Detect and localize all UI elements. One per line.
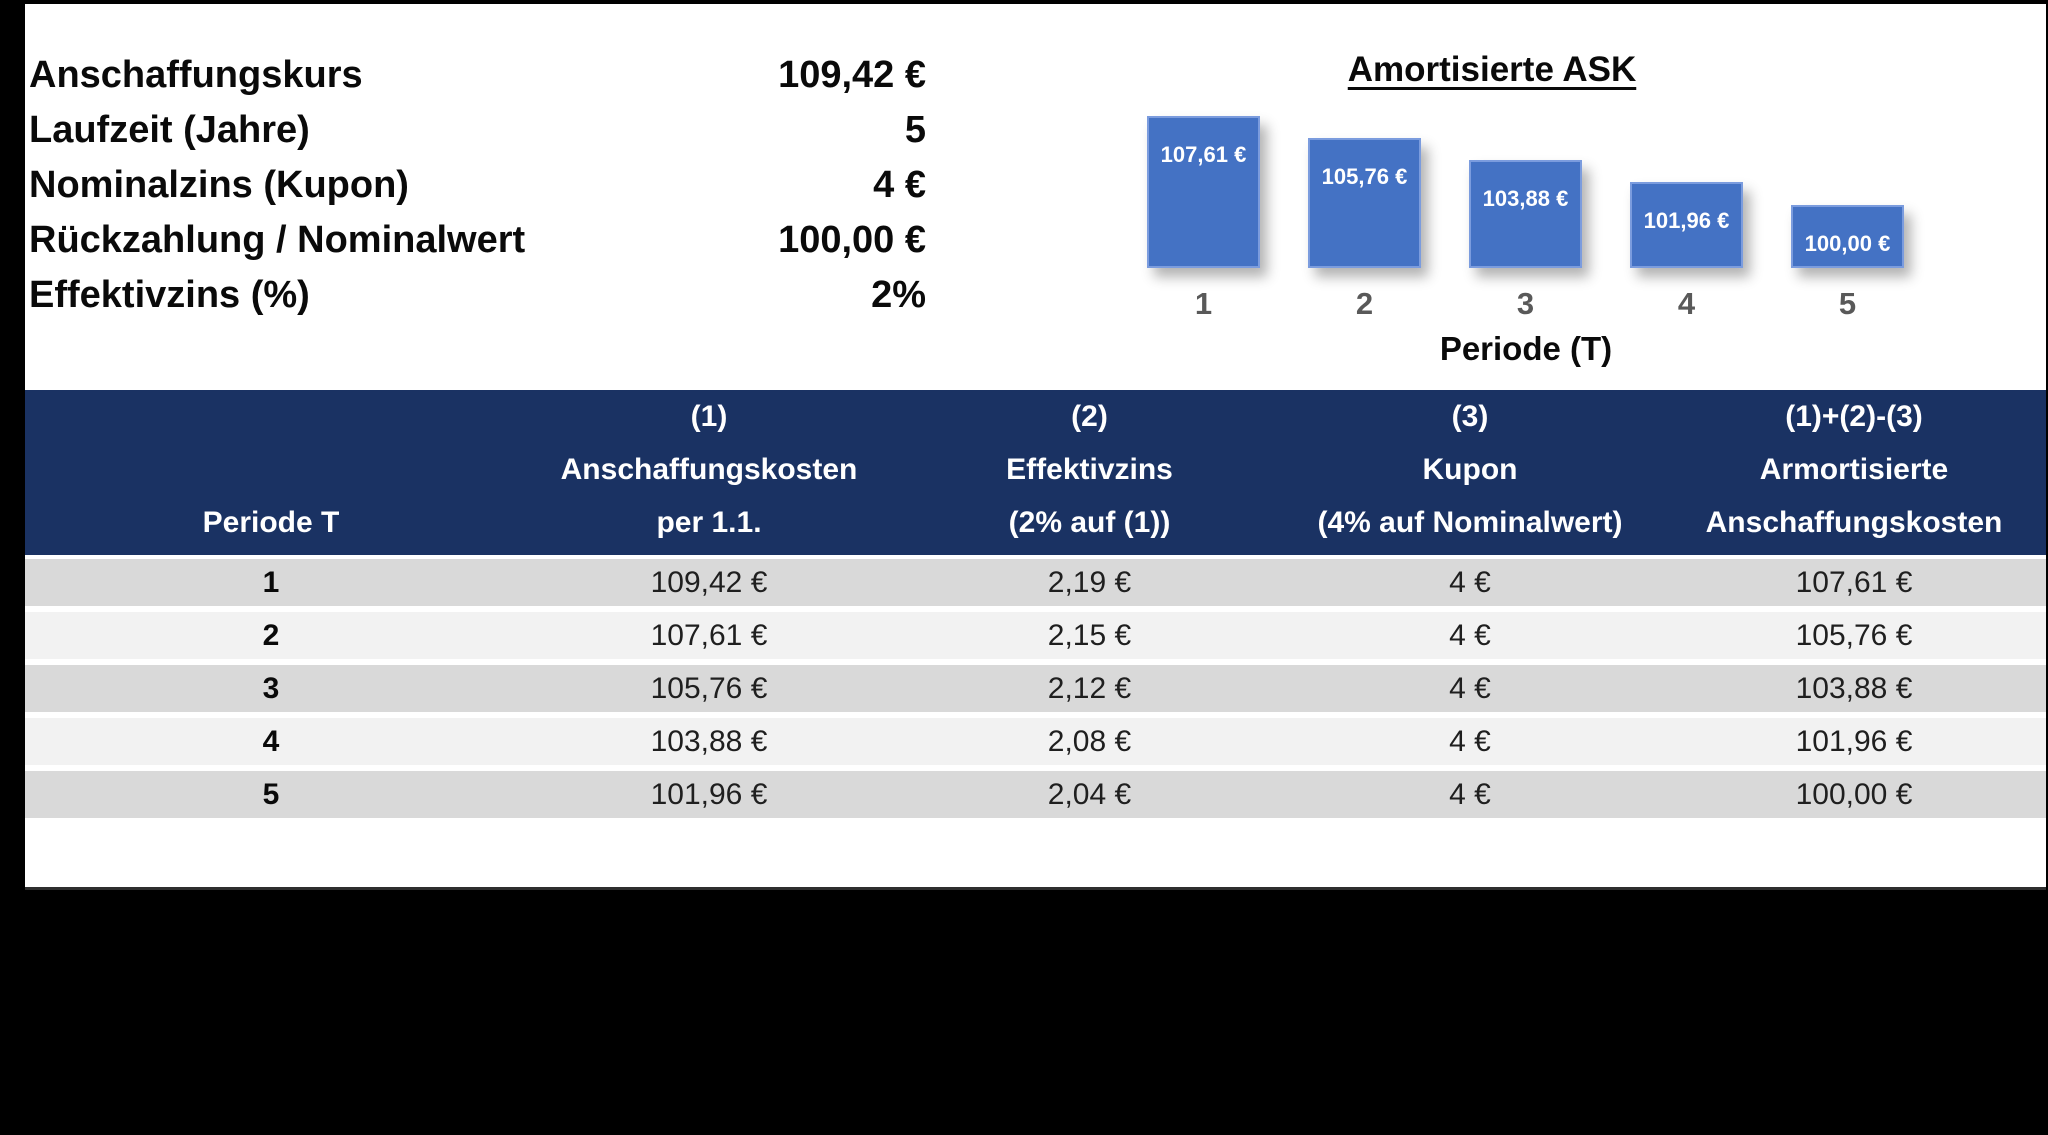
- cell-amortisiert: 107,61 €: [1795, 566, 1913, 599]
- param-row: Effektivzins (%) 2%: [29, 268, 926, 323]
- bar-data-label: 100,00 €: [1804, 231, 1891, 256]
- param-label: Effektivzins (%): [29, 274, 310, 316]
- table-row: 2 107,61 € 2,15 € 4 € 105,76 €: [25, 612, 2046, 659]
- x-tick-label: 1: [1194, 286, 1213, 321]
- chart-title: Amortisierte ASK: [1347, 50, 1637, 89]
- x-axis-ticks: 1 2 3 4 5: [1147, 286, 1905, 326]
- cell-effektivzins: 2,19 €: [1047, 566, 1132, 599]
- cell-period: 4: [262, 725, 280, 758]
- param-value: 5: [904, 109, 926, 151]
- amortization-table: Periode T (1) Anschaffungskosten per 1.1…: [25, 390, 2046, 824]
- param-row: Anschaffungskurs 109,42 €: [29, 48, 926, 103]
- cell-amortisiert: 100,00 €: [1795, 778, 1913, 811]
- param-label: Anschaffungskurs: [29, 54, 363, 96]
- cell-amortisiert: 105,76 €: [1795, 619, 1913, 652]
- x-tick-label: 3: [1516, 286, 1535, 321]
- cell-period: 3: [262, 672, 280, 705]
- table-header-row: Periode T (1) Anschaffungskosten per 1.1…: [25, 390, 2046, 555]
- cell-effektivzins: 2,15 €: [1047, 619, 1132, 652]
- param-value: 109,42 €: [778, 54, 926, 96]
- bar-period-4: 101,96 €: [1630, 182, 1743, 268]
- param-label: Rückzahlung / Nominalwert: [29, 219, 526, 261]
- cell-anschaffungskosten: 109,42 €: [650, 566, 768, 599]
- table-row: 1 109,42 € 2,19 € 4 € 107,61 €: [25, 559, 2046, 606]
- param-row: Nominalzins (Kupon) 4 €: [29, 158, 926, 213]
- param-label: Laufzeit (Jahre): [29, 109, 310, 151]
- table-row: 5 101,96 € 2,04 € 4 € 100,00 €: [25, 771, 2046, 818]
- table-row: 3 105,76 € 2,12 € 4 € 103,88 €: [25, 665, 2046, 712]
- bar-data-label: 107,61 €: [1160, 142, 1247, 167]
- cell-effektivzins: 2,12 €: [1047, 672, 1132, 705]
- bar-chart-plot-area: 107,61 € 105,76 € 103,88 € 101,96 € 100,…: [1147, 116, 1905, 268]
- x-tick-label: 4: [1677, 286, 1696, 321]
- cell-kupon: 4 €: [1449, 672, 1491, 705]
- table-header-cell-effektivzins: (2) Effektivzins (2% auf (1)): [1006, 400, 1173, 539]
- cell-kupon: 4 €: [1449, 725, 1491, 758]
- param-row: Rückzahlung / Nominalwert 100,00 €: [29, 213, 926, 268]
- x-tick-label: 2: [1355, 286, 1374, 321]
- param-value: 100,00 €: [778, 219, 926, 261]
- table-row: 4 103,88 € 2,08 € 4 € 101,96 €: [25, 718, 2046, 765]
- spreadsheet-panel: Anschaffungskurs 109,42 € Laufzeit (Jahr…: [25, 4, 2046, 890]
- cell-anschaffungskosten: 107,61 €: [650, 619, 768, 652]
- cell-period: 5: [262, 778, 280, 811]
- bar-data-label: 101,96 €: [1643, 208, 1730, 233]
- bar-period-5: 100,00 €: [1791, 205, 1904, 268]
- cell-effektivzins: 2,04 €: [1047, 778, 1132, 811]
- x-axis-title: Periode (T): [1439, 330, 1613, 367]
- cell-kupon: 4 €: [1449, 619, 1491, 652]
- parameter-block: Anschaffungskurs 109,42 € Laufzeit (Jahr…: [29, 48, 926, 323]
- cell-period: 2: [262, 619, 280, 652]
- cell-kupon: 4 €: [1449, 566, 1491, 599]
- table-header-cell-amortisiert: (1)+(2)-(3) Armortisierte Anschaffungsko…: [1705, 400, 2003, 539]
- table-header-cell-anschaffungskosten: (1) Anschaffungskosten per 1.1.: [560, 400, 858, 539]
- cell-anschaffungskosten: 101,96 €: [650, 778, 768, 811]
- x-tick-label: 5: [1838, 286, 1857, 321]
- table-header-cell-kupon: (3) Kupon (4% auf Nominalwert): [1317, 400, 1623, 539]
- cell-kupon: 4 €: [1449, 778, 1491, 811]
- table-header-cell-periode: Periode T: [202, 506, 340, 539]
- bar-period-2: 105,76 €: [1308, 138, 1421, 268]
- cell-period: 1: [262, 566, 280, 599]
- cell-effektivzins: 2,08 €: [1047, 725, 1132, 758]
- bar-data-label: 103,88 €: [1482, 186, 1569, 211]
- param-value: 4 €: [873, 164, 926, 206]
- cell-anschaffungskosten: 105,76 €: [650, 672, 768, 705]
- bar-data-label: 105,76 €: [1321, 164, 1408, 189]
- param-row: Laufzeit (Jahre) 5: [29, 103, 926, 158]
- param-value: 2%: [871, 274, 926, 316]
- cell-amortisiert: 103,88 €: [1795, 672, 1913, 705]
- bar-period-1: 107,61 €: [1147, 116, 1260, 268]
- bar-period-3: 103,88 €: [1469, 160, 1582, 268]
- cell-anschaffungskosten: 103,88 €: [650, 725, 768, 758]
- cell-amortisiert: 101,96 €: [1795, 725, 1913, 758]
- param-label: Nominalzins (Kupon): [29, 164, 409, 206]
